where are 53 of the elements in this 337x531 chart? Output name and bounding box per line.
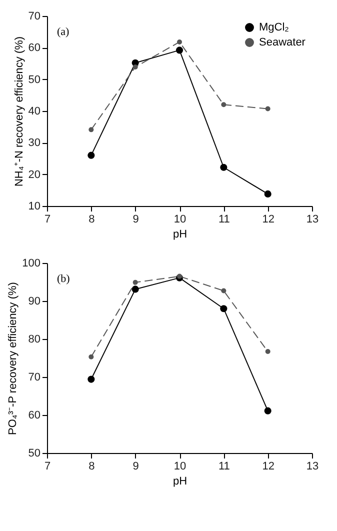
- point: [264, 190, 272, 198]
- point: [220, 164, 228, 171]
- x-tick-label: 12: [262, 214, 274, 226]
- y-axis-title: NH₄⁺-N recovery efficiency (%): [13, 36, 26, 187]
- y-tick-label: 10: [28, 200, 40, 212]
- y-tick-label: 20: [28, 168, 40, 181]
- x-tick-label: 9: [132, 214, 139, 226]
- x-axis-title: pH: [172, 228, 188, 240]
- point: [177, 274, 182, 279]
- x-tick-label: 7: [44, 214, 51, 226]
- y-tick-label: 60: [28, 410, 40, 422]
- annotation: (a): [57, 26, 70, 38]
- y-tick-label: 70: [28, 10, 40, 22]
- legend-label: MgCl₂: [259, 22, 289, 34]
- y-tick-label: 30: [28, 137, 40, 150]
- y-tick-label: 70: [28, 372, 40, 384]
- legend-label: Seawater: [259, 36, 306, 48]
- point: [265, 349, 270, 354]
- x-tick-label: 13: [306, 460, 319, 472]
- x-tick-label: 8: [88, 214, 95, 226]
- point: [221, 102, 226, 108]
- x-tick-label: 13: [306, 214, 319, 226]
- point: [221, 288, 226, 294]
- point: [265, 106, 270, 112]
- annotation: (b): [57, 273, 70, 285]
- x-tick-label: 10: [174, 460, 186, 472]
- y-tick-label: 50: [28, 448, 40, 460]
- x-tick-label: 11: [218, 460, 230, 472]
- point: [88, 376, 95, 383]
- point: [132, 286, 139, 293]
- y-tick-label: 80: [28, 334, 40, 346]
- y-tick-label: 100: [22, 258, 40, 270]
- x-tick-label: 8: [88, 460, 95, 472]
- point: [220, 305, 228, 312]
- y-tick-label: 90: [28, 296, 40, 308]
- y-tick-label: 50: [28, 74, 40, 86]
- y-axis-title: PO₄³⁻-P recovery efficiency (%): [7, 282, 20, 435]
- point: [88, 152, 95, 159]
- x-axis-title: pH: [172, 476, 188, 488]
- point: [177, 39, 182, 44]
- point: [132, 280, 138, 285]
- point: [264, 407, 272, 414]
- x-tick-label: 12: [262, 460, 274, 472]
- x-tick-label: 10: [174, 214, 186, 226]
- x-tick-label: 11: [218, 214, 230, 226]
- y-tick-label: 40: [28, 106, 40, 118]
- x-tick-label: 7: [44, 460, 51, 472]
- point: [88, 127, 94, 132]
- x-tick-label: 9: [132, 460, 139, 472]
- y-tick-label: 60: [28, 42, 40, 54]
- point: [132, 64, 138, 70]
- point: [176, 46, 184, 54]
- point: [88, 354, 94, 360]
